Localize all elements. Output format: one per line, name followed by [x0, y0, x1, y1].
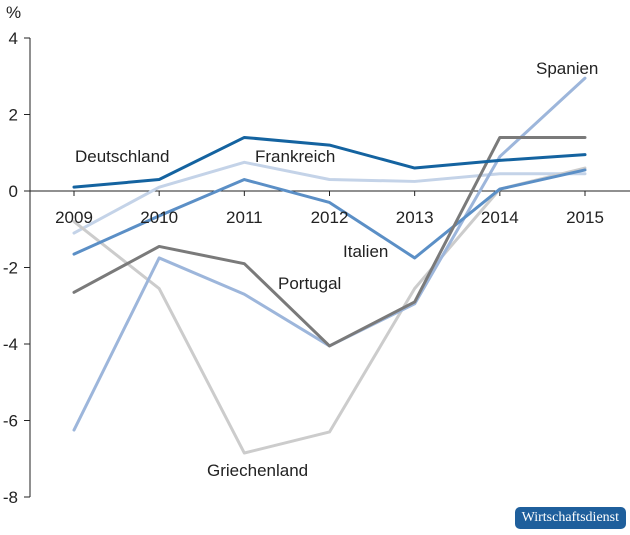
- x-tick-label: 2010: [140, 208, 178, 227]
- x-tick-label: 2012: [311, 208, 349, 227]
- y-tick-label: 0: [9, 182, 18, 201]
- axes: [24, 37, 630, 498]
- y-tick-label: 2: [9, 106, 18, 125]
- tick-labels: 4 2 0 -2 -4 -6 -8% 2009 2010 2011 2012 2013 2014 2015: [3, 3, 604, 507]
- series-label-frankreich: Frankreich: [255, 147, 335, 166]
- series-label-spanien: Spanien: [536, 59, 598, 78]
- series-label-italien: Italien: [343, 242, 388, 261]
- y-tick-label: -6: [3, 412, 18, 431]
- x-tick-label: 2013: [396, 208, 434, 227]
- series-label-griechenland: Griechenland: [207, 461, 308, 480]
- series-line-italien: [72, 168, 587, 260]
- series-label-deutschland: Deutschland: [75, 147, 170, 166]
- x-tick-label: 2014: [481, 208, 519, 227]
- series-line-frankreich: [72, 160, 587, 235]
- y-tick-label: -2: [3, 259, 18, 278]
- y-tick-label: 4: [9, 29, 18, 48]
- x-tick-label: 2011: [226, 208, 263, 227]
- x-tick-label: 2015: [566, 208, 604, 227]
- series-line-spanien: [72, 76, 587, 432]
- publisher-badge: Wirtschaftsdienst: [514, 507, 626, 529]
- y-axis-unit: %: [6, 3, 21, 22]
- y-tick-label: -4: [3, 335, 18, 354]
- series-line-deutschland: [72, 135, 587, 189]
- series-label-portugal: Portugal: [278, 274, 341, 293]
- series-line-portugal: [72, 135, 587, 348]
- series-lines: [72, 76, 587, 455]
- y-tick-label: -8: [3, 488, 18, 507]
- x-tick-label: 2009: [55, 208, 93, 227]
